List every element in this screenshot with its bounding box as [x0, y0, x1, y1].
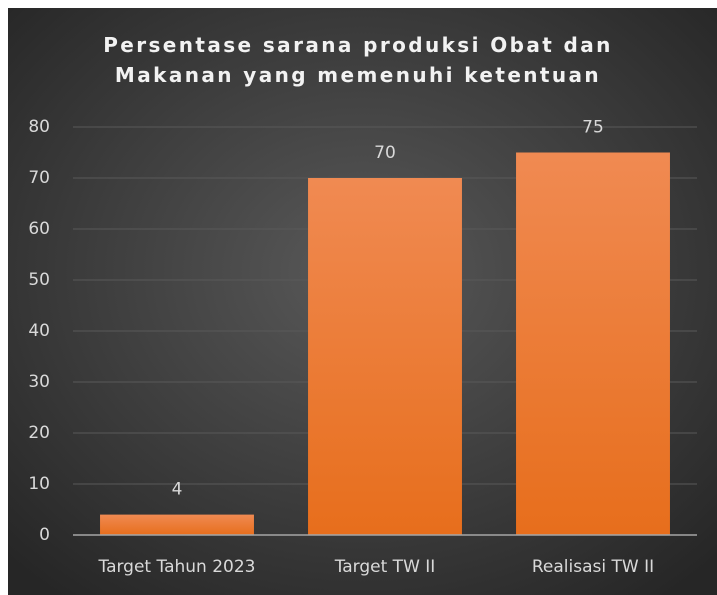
bar [308, 178, 462, 535]
data-label: 70 [374, 143, 396, 163]
plot-area: 0 10 20 30 40 50 60 70 80 Target Tahun 2023 4 Targe… [28, 117, 697, 577]
data-label: 75 [582, 118, 604, 138]
y-tick-label: 30 [28, 372, 50, 392]
y-tick-label: 50 [28, 270, 50, 290]
bar [100, 514, 254, 535]
chart-title: Persentase sarana produksi Obat dan Maka… [103, 33, 613, 87]
x-tick-label: Target TW II [334, 557, 436, 577]
y-tick-label: 70 [28, 168, 50, 188]
y-tick-label: 40 [28, 321, 50, 341]
data-label: 4 [172, 480, 183, 500]
y-tick-label: 10 [28, 474, 50, 494]
x-tick-label: Realisasi TW II [532, 557, 654, 577]
y-tick-label: 20 [28, 423, 50, 443]
bar [516, 152, 670, 535]
y-tick-label: 60 [28, 219, 50, 239]
x-tick-label: Target Tahun 2023 [98, 557, 256, 577]
y-tick-label: 80 [28, 117, 50, 137]
y-tick-label: 0 [39, 525, 50, 545]
